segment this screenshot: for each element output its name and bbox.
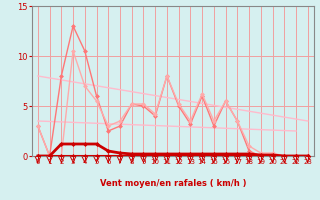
X-axis label: Vent moyen/en rafales ( km/h ): Vent moyen/en rafales ( km/h ) [100, 179, 246, 188]
